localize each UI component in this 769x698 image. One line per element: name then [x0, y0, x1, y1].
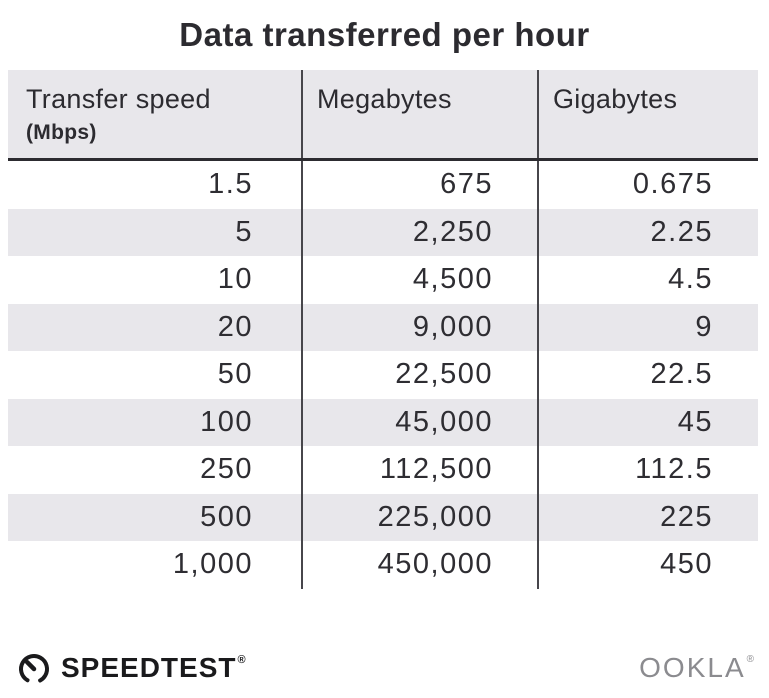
table-cell: 9,000: [303, 303, 539, 351]
table-cell: 22,500: [303, 351, 539, 399]
table-cell: 10: [8, 256, 303, 304]
speedtest-gauge-icon: [19, 654, 49, 684]
table-cell: 22.5: [650, 358, 713, 391]
table-cell: 0.675: [632, 168, 713, 201]
header-cell-megabytes: Megabytes: [303, 70, 539, 158]
speedtest-wordmark-text: SPEEDTEST: [61, 652, 237, 683]
table-cell: 250: [8, 446, 303, 494]
ookla-trademark-icon: ®: [746, 654, 756, 665]
page-title: Data transferred per hour: [179, 16, 590, 53]
table-cell: 1,000: [8, 541, 303, 589]
table-row: 250 112,500 112.5: [8, 446, 758, 494]
header-cell-transfer-speed: Transfer speed (Mbps): [8, 70, 303, 158]
table-cell: 450: [660, 548, 713, 581]
table-body: 1.5 675 0.675 5 2,250 2.25 10 4,500 4.5 20 9,000 9 5…: [8, 161, 758, 589]
table-cell: 5: [8, 208, 303, 256]
table-cell: 112,500: [303, 446, 539, 494]
table-cell: 225: [660, 500, 713, 533]
ookla-wordmark-text: OOKLA: [639, 652, 746, 683]
table-row: 5 2,250 2.25: [8, 208, 758, 256]
table-row: 500 225,000 225: [8, 493, 758, 541]
table-cell: 4.5: [668, 263, 713, 296]
table-cell: 2.25: [650, 215, 713, 248]
table-row: 50 22,500 22.5: [8, 351, 758, 399]
speedtest-logo: SPEEDTEST®: [16, 650, 246, 686]
data-table: Transfer speed (Mbps) Megabytes Gigabyte…: [8, 70, 758, 589]
registered-trademark-icon: ®: [237, 654, 247, 666]
table-cell: 50: [8, 351, 303, 399]
table-cell: 9: [695, 310, 713, 343]
table-row: 1.5 675 0.675: [8, 161, 758, 209]
table-row: 10 4,500 4.5: [8, 256, 758, 304]
header-label-transfer-speed: Transfer speed: [26, 84, 211, 114]
table-cell: 112.5: [635, 453, 713, 486]
table-row: 20 9,000 9: [8, 303, 758, 351]
table-row: 100 45,000 45: [8, 398, 758, 446]
table-cell: 450,000: [303, 541, 539, 589]
speedtest-wordmark: SPEEDTEST®: [61, 652, 246, 684]
table-row: 1,000 450,000 450: [8, 541, 758, 589]
table-cell: 4,500: [303, 256, 539, 304]
table-cell: 1.5: [8, 161, 303, 209]
ookla-wordmark: OOKLA®: [639, 652, 755, 684]
table-cell: 500: [8, 493, 303, 541]
table-cell: 675: [303, 161, 539, 209]
table-cell: 2,250: [303, 208, 539, 256]
table-cell: 45: [677, 405, 713, 438]
header-cell-gigabytes: Gigabytes: [539, 70, 758, 158]
table-cell: 45,000: [303, 398, 539, 446]
header-unit-mbps: (Mbps): [26, 121, 97, 144]
header-label-megabytes: Megabytes: [317, 84, 452, 114]
table-cell: 20: [8, 303, 303, 351]
table-cell: 100: [8, 398, 303, 446]
header-label-gigabytes: Gigabytes: [553, 84, 678, 114]
table-cell: 225,000: [303, 493, 539, 541]
table-header-row: Transfer speed (Mbps) Megabytes Gigabyte…: [8, 70, 758, 161]
